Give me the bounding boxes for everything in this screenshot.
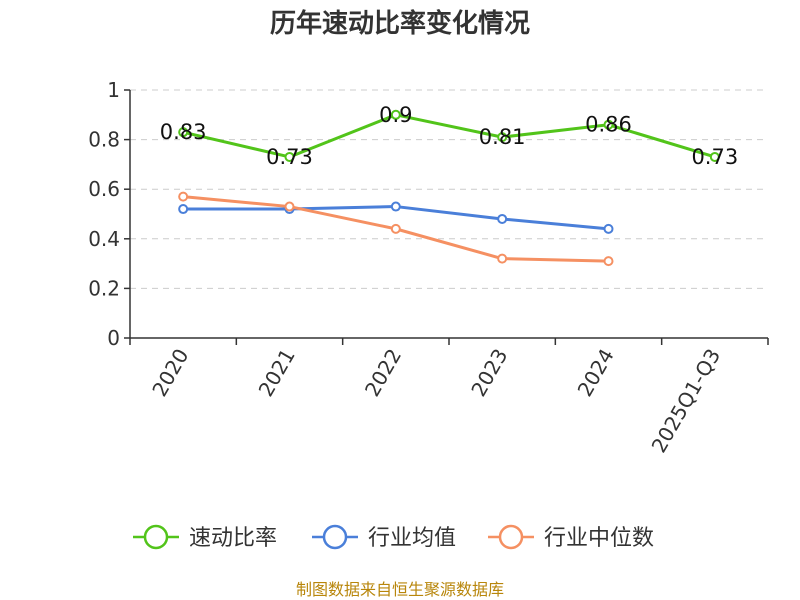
data-label: 0.73: [691, 145, 738, 169]
legend-label[interactable]: 行业均值: [368, 526, 456, 551]
data-point[interactable]: [390, 109, 401, 120]
y-tick-label: 0.2: [88, 276, 120, 300]
legend-marker[interactable]: [143, 524, 169, 550]
x-tick-label: 2024: [573, 345, 619, 401]
data-point[interactable]: [390, 223, 401, 234]
legend-marker[interactable]: [498, 524, 524, 550]
x-tick-label: 2023: [466, 344, 512, 400]
data-label: 0.83: [160, 120, 207, 144]
grid: [130, 89, 768, 289]
data-point[interactable]: [497, 253, 508, 264]
data-point[interactable]: [497, 132, 508, 143]
chart-title: 历年速动比率变化情况: [270, 8, 530, 39]
data-label: 0.73: [266, 145, 313, 169]
legend[interactable]: 速动比率 行业均值 行业中位数: [133, 524, 654, 551]
legend-marker[interactable]: [322, 524, 348, 550]
source-note: 制图数据来自恒生聚源数据库: [296, 580, 504, 599]
series-line: [182, 113, 716, 159]
y-tick-label: 0.6: [88, 177, 120, 201]
data-label: 0.81: [479, 125, 526, 149]
y-tick-label: 0.4: [88, 227, 120, 251]
legend-label[interactable]: 行业中位数: [544, 526, 654, 551]
data-label: 0.9: [379, 103, 412, 127]
data-point[interactable]: [603, 256, 614, 267]
data-point[interactable]: [390, 201, 401, 212]
data-point[interactable]: [709, 151, 720, 162]
data-point[interactable]: [178, 204, 189, 215]
data-point[interactable]: [178, 191, 189, 202]
x-tick-label: 2020: [147, 345, 193, 401]
data-label: 0.86: [585, 113, 632, 137]
x-tick-label: 2021: [254, 345, 300, 401]
data-labels: 0.83 0.73 0.9 0.81 0.86 0.73: [160, 103, 738, 169]
data-point[interactable]: [603, 223, 614, 234]
data-point[interactable]: [284, 151, 295, 162]
data-point[interactable]: [497, 213, 508, 224]
y-tick-label: 0.8: [88, 128, 120, 152]
y-tick-label: 1: [107, 78, 120, 102]
y-tick-label: 0: [107, 326, 120, 350]
data-point[interactable]: [178, 127, 189, 138]
data-point[interactable]: [603, 119, 614, 130]
series: [178, 109, 720, 267]
x-tick-label: 2022: [360, 345, 406, 401]
x-tick-label: 2025Q1-Q3: [646, 345, 725, 457]
legend-label[interactable]: 速动比率: [189, 526, 277, 551]
data-point[interactable]: [284, 201, 295, 212]
